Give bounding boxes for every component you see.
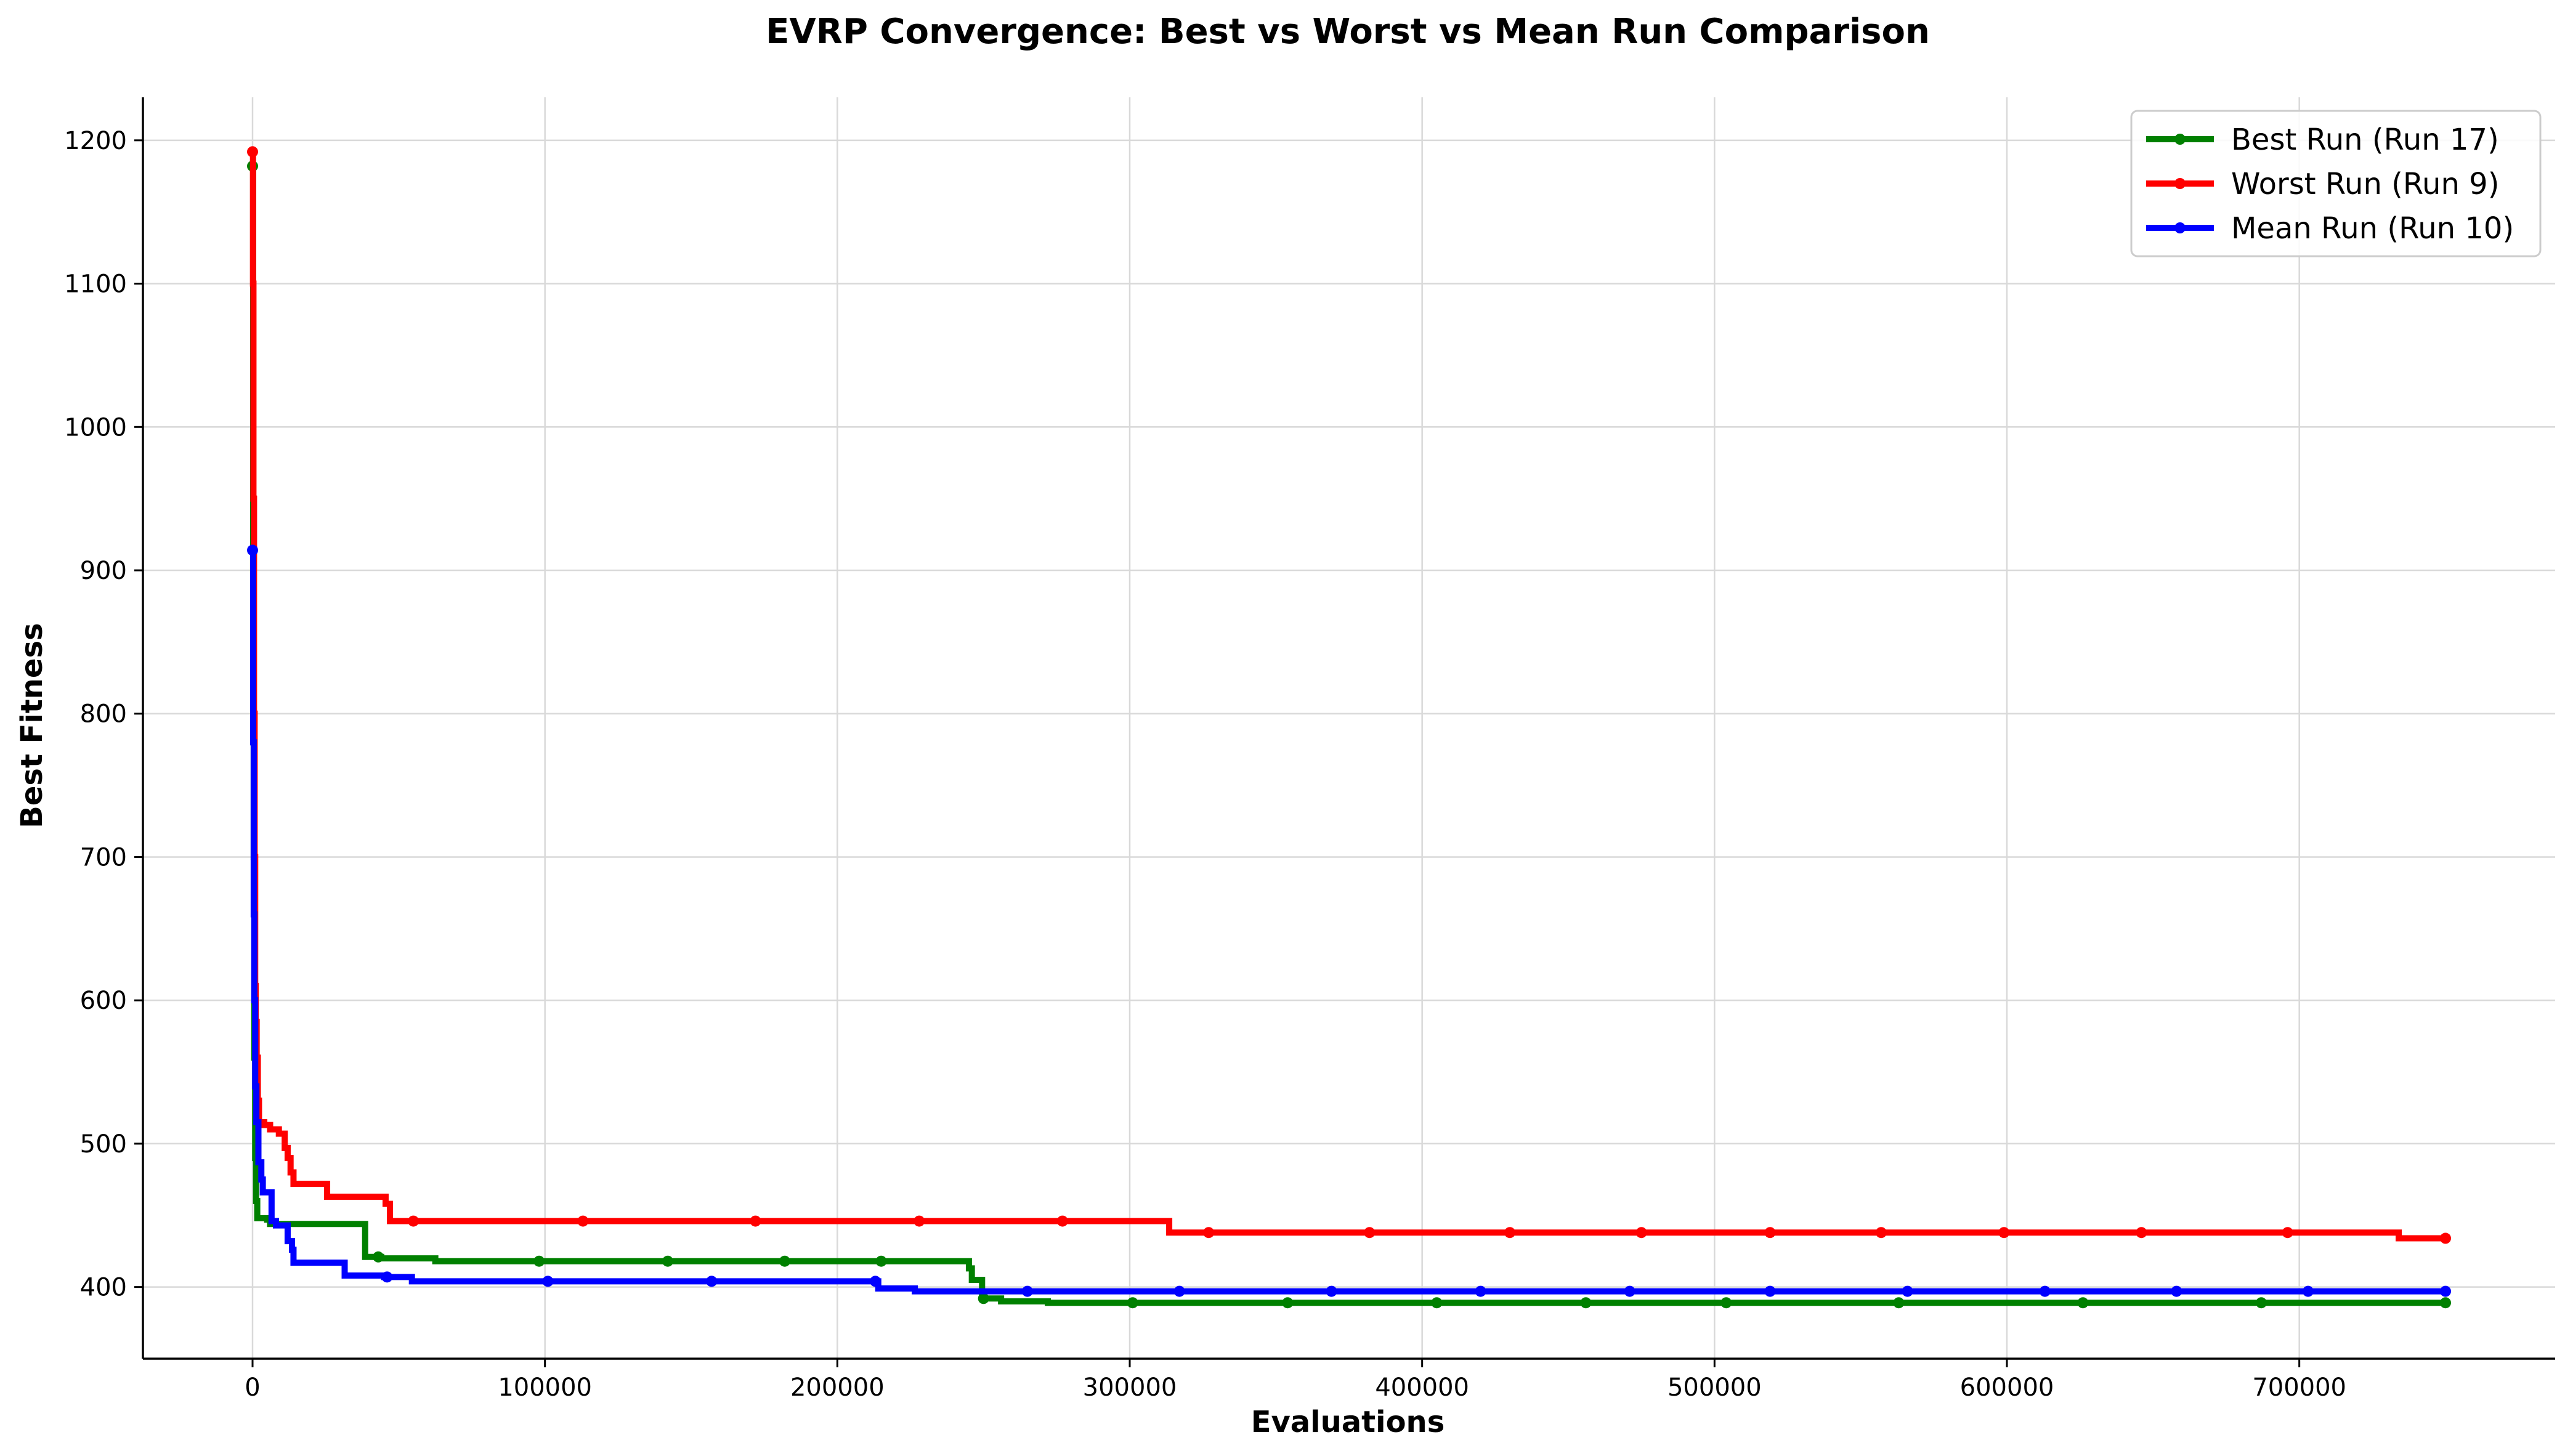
series-point bbox=[542, 1276, 554, 1287]
legend-label: Best Run (Run 17) bbox=[2231, 123, 2499, 157]
x-tick-label: 300000 bbox=[1083, 1373, 1177, 1402]
series-point bbox=[750, 1215, 761, 1227]
series-point bbox=[2136, 1227, 2147, 1239]
series-point bbox=[1056, 1215, 1068, 1227]
y-tick-label: 1100 bbox=[64, 270, 127, 299]
series-point bbox=[408, 1215, 419, 1227]
series-point bbox=[1475, 1285, 1486, 1297]
series-point bbox=[1504, 1227, 1516, 1239]
x-tick-label: 600000 bbox=[1960, 1373, 2054, 1402]
legend: Best Run (Run 17) Worst Run (Run 9) Mean R… bbox=[2130, 110, 2542, 257]
series-point bbox=[2440, 1285, 2451, 1297]
series-point bbox=[1326, 1285, 1337, 1297]
y-tick-label: 1200 bbox=[64, 127, 127, 155]
x-tick-label: 200000 bbox=[790, 1373, 885, 1402]
series-point bbox=[1998, 1227, 2010, 1239]
x-tick-label: 500000 bbox=[1667, 1373, 1762, 1402]
legend-item: Worst Run (Run 9) bbox=[2146, 167, 2499, 201]
series-point bbox=[914, 1215, 925, 1227]
series-point bbox=[2440, 1232, 2451, 1244]
series-point bbox=[2282, 1227, 2293, 1239]
series-line bbox=[249, 547, 2445, 1295]
series-point bbox=[1902, 1285, 1913, 1297]
series-point bbox=[779, 1255, 790, 1267]
x-tick-label: 0 bbox=[245, 1373, 260, 1402]
series-2 bbox=[247, 146, 2451, 1244]
series-point bbox=[1431, 1297, 1443, 1309]
series-point bbox=[2440, 1297, 2451, 1309]
series-point bbox=[978, 1293, 989, 1304]
series-point bbox=[2302, 1285, 2314, 1297]
series-point bbox=[1580, 1297, 1592, 1309]
legend-marker bbox=[2174, 178, 2186, 189]
series-point bbox=[1635, 1227, 1647, 1239]
x-axis-title: Evaluations bbox=[1251, 1405, 1445, 1439]
y-tick-label: 600 bbox=[80, 987, 127, 1015]
y-tick-label: 900 bbox=[80, 557, 127, 585]
axes-layer: 0 100000 200000 300000 400000 500000 600000 700… bbox=[64, 97, 2555, 1402]
legend-item: Best Run (Run 17) bbox=[2146, 123, 2499, 157]
legend-marker bbox=[2174, 222, 2186, 233]
series-point bbox=[577, 1215, 589, 1227]
series-line bbox=[249, 163, 2445, 1306]
legend-label: Mean Run (Run 10) bbox=[2231, 211, 2514, 246]
series-1 bbox=[247, 160, 2451, 1309]
y-tick-label: 1000 bbox=[64, 413, 127, 442]
series-point bbox=[1720, 1297, 1732, 1309]
y-tick-label: 700 bbox=[80, 843, 127, 872]
series-point bbox=[1203, 1227, 1215, 1239]
y-tick-label: 800 bbox=[80, 700, 127, 729]
series-point bbox=[1173, 1285, 1185, 1297]
series-point bbox=[1764, 1227, 1776, 1239]
series-point bbox=[1364, 1227, 1376, 1239]
series-point bbox=[2077, 1297, 2089, 1309]
chart-title: EVRP Convergence: Best vs Worst vs Mean … bbox=[766, 12, 1930, 52]
y-axis-title: Best Fitness bbox=[15, 623, 49, 828]
series-point bbox=[706, 1276, 718, 1287]
series-point bbox=[875, 1255, 887, 1267]
legend-label: Worst Run (Run 9) bbox=[2231, 167, 2499, 201]
series-point bbox=[373, 1251, 384, 1263]
series-point bbox=[533, 1255, 545, 1267]
series-point bbox=[2171, 1285, 2182, 1297]
series-point bbox=[1127, 1297, 1138, 1309]
legend-item: Mean Run (Run 10) bbox=[2146, 211, 2514, 246]
series-point bbox=[2255, 1297, 2267, 1309]
x-tick-label: 400000 bbox=[1375, 1373, 1469, 1402]
legend-box bbox=[2130, 110, 2542, 257]
y-tick-label: 500 bbox=[80, 1130, 127, 1159]
series-point bbox=[870, 1276, 881, 1287]
series-point bbox=[1764, 1285, 1776, 1297]
series-point bbox=[381, 1271, 393, 1283]
x-tick-label: 700000 bbox=[2252, 1373, 2346, 1402]
series-point bbox=[1282, 1297, 1294, 1309]
series-point bbox=[662, 1255, 674, 1267]
y-tick-label: 400 bbox=[80, 1274, 127, 1302]
grid-layer bbox=[143, 97, 2555, 1359]
series-point bbox=[247, 146, 258, 158]
series-point bbox=[1875, 1227, 1887, 1239]
series-point bbox=[2039, 1285, 2051, 1297]
series-line bbox=[249, 148, 2445, 1242]
legend-marker bbox=[2174, 134, 2186, 145]
series-point bbox=[1893, 1297, 1905, 1309]
series-point bbox=[1021, 1285, 1033, 1297]
x-tick-label: 100000 bbox=[498, 1373, 592, 1402]
series-point bbox=[247, 544, 258, 556]
series-3 bbox=[247, 544, 2451, 1297]
series-point bbox=[1624, 1285, 1635, 1297]
series-layer bbox=[247, 146, 2451, 1309]
